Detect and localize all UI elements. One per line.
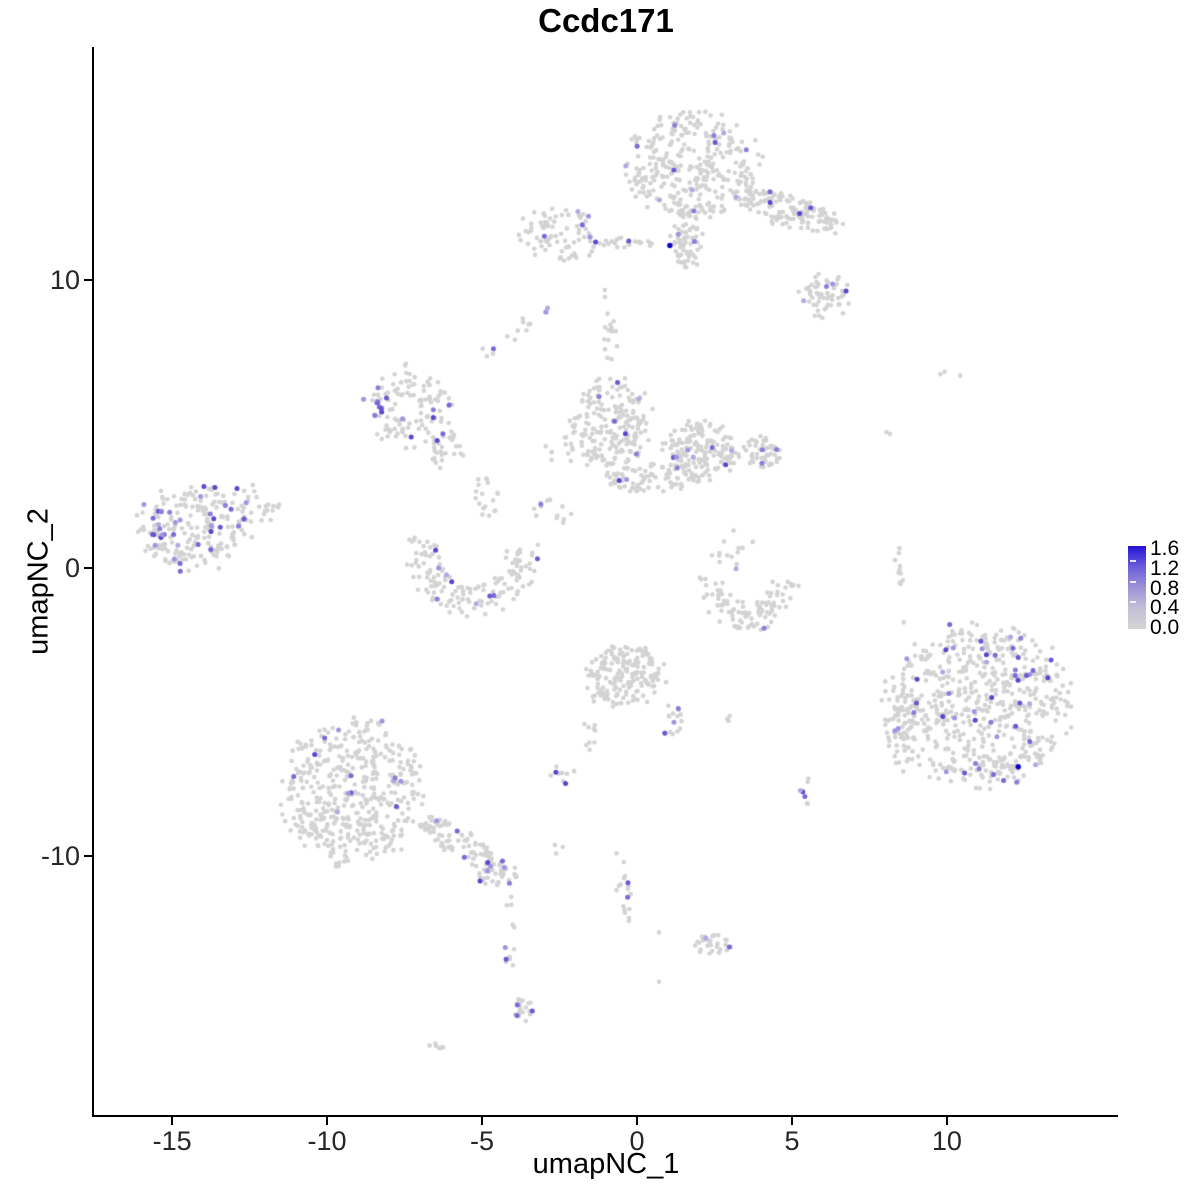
x-tick-label: -15 bbox=[152, 1126, 192, 1156]
x-axis-line bbox=[92, 1115, 1118, 1117]
y-tick-label: -10 bbox=[40, 841, 80, 872]
x-tick-label: 0 bbox=[629, 1126, 645, 1156]
x-tick-label: -5 bbox=[470, 1126, 495, 1156]
x-tick-mark bbox=[635, 1117, 638, 1125]
scatter-canvas bbox=[94, 48, 1118, 1117]
y-tick-label: 0 bbox=[64, 553, 80, 584]
x-tick-label: 10 bbox=[931, 1126, 962, 1156]
x-tick-mark bbox=[790, 1117, 793, 1125]
x-tick-mark bbox=[171, 1117, 174, 1125]
x-tick-mark bbox=[481, 1117, 484, 1125]
legend-label: 1.6 bbox=[1150, 537, 1180, 560]
legend-label: 0.4 bbox=[1150, 596, 1180, 620]
y-tick-mark bbox=[84, 567, 92, 570]
legend-label: 1.2 bbox=[1150, 556, 1180, 580]
x-tick-label: 5 bbox=[784, 1126, 800, 1156]
y-tick-mark bbox=[84, 279, 92, 282]
legend: 1.6 1.2 0.8 0.4 0.0 bbox=[1126, 537, 1200, 640]
x-axis-label: umapNC_1 bbox=[532, 1148, 680, 1180]
legend-tick-mark bbox=[1130, 559, 1136, 562]
legend-tick-mark bbox=[1130, 580, 1136, 583]
y-tick-mark bbox=[84, 855, 92, 858]
legend-label: 0.8 bbox=[1150, 576, 1180, 600]
plot-panel bbox=[94, 48, 1118, 1117]
y-axis-label: umapNC_2 bbox=[22, 508, 55, 655]
x-tick-mark bbox=[945, 1117, 948, 1125]
y-axis-line bbox=[92, 47, 94, 1117]
y-tick-label: 10 bbox=[49, 265, 80, 296]
legend-tick-mark bbox=[1130, 601, 1136, 604]
x-tick-mark bbox=[326, 1117, 329, 1125]
legend-label: 0.0 bbox=[1150, 616, 1180, 639]
legend-colorbar bbox=[1128, 546, 1146, 629]
x-tick-label: -10 bbox=[307, 1126, 347, 1156]
plot-title: Ccdc171 bbox=[538, 2, 674, 39]
